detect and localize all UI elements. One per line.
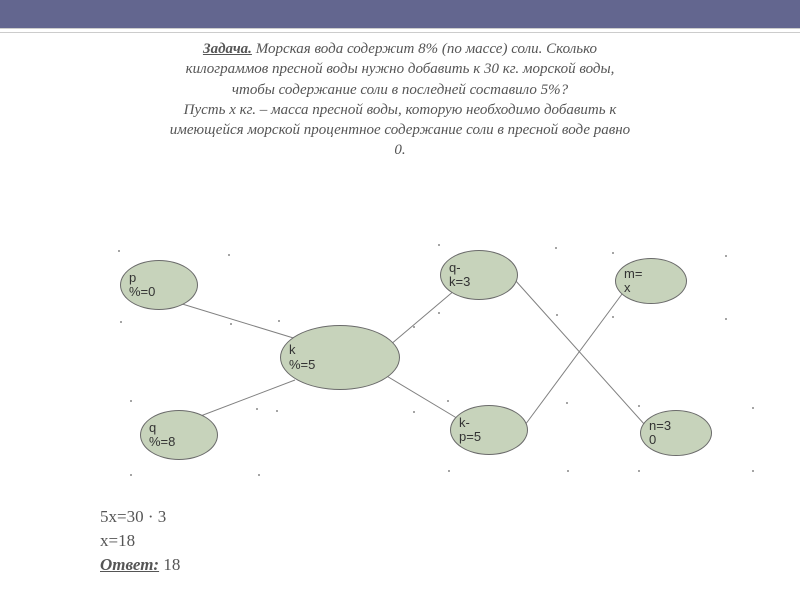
- handle-dot: [725, 255, 727, 257]
- graph-node: q%=8: [140, 410, 218, 460]
- problem-line: имеющейся морской процентное содержание …: [170, 122, 630, 138]
- handle-dot: [448, 470, 450, 472]
- handle-dot: [230, 323, 232, 325]
- graph-node: k%=5: [280, 325, 400, 390]
- problem-title: Задача.: [203, 41, 252, 57]
- handle-dot: [413, 411, 415, 413]
- graph-node: q-k=3: [440, 250, 518, 300]
- problem-line: чтобы содержание соли в последней состав…: [232, 82, 568, 98]
- problem-line: Пусть x кг. – масса пресной воды, котору…: [184, 102, 617, 118]
- problem-line: килограммов пресной воды нужно добавить …: [186, 61, 615, 77]
- handle-dot: [567, 470, 569, 472]
- handle-dot: [413, 326, 415, 328]
- handle-dot: [752, 407, 754, 409]
- handle-dot: [638, 470, 640, 472]
- handle-dot: [120, 321, 122, 323]
- problem-line: Морская вода содержит 8% (по массе) соли…: [252, 41, 597, 57]
- handle-dot: [556, 314, 558, 316]
- handle-dot: [447, 400, 449, 402]
- handle-dot: [256, 408, 258, 410]
- answer-line: Ответ: 18: [100, 553, 180, 577]
- edge: [385, 375, 460, 420]
- diagram-area: p%=0 k%=5 q%=8 q-k=3 k-p=5 m=x n=30: [0, 230, 800, 480]
- handle-dot: [438, 244, 440, 246]
- handle-dot: [566, 402, 568, 404]
- node-label: p%=0: [129, 271, 155, 300]
- handle-dot: [638, 405, 640, 407]
- handle-dot: [555, 247, 557, 249]
- equation: x=18: [100, 529, 180, 553]
- handle-dot: [752, 470, 754, 472]
- graph-node: k-p=5: [450, 405, 528, 455]
- handle-dot: [118, 250, 120, 252]
- node-label: n=30: [649, 419, 671, 448]
- node-label: m=x: [624, 267, 642, 296]
- handle-dot: [228, 254, 230, 256]
- graph-node: n=30: [640, 410, 712, 456]
- answer-label: Ответ:: [100, 555, 159, 574]
- handle-dot: [258, 474, 260, 476]
- handle-dot: [438, 312, 440, 314]
- handle-dot: [278, 320, 280, 322]
- equation: 5x=30 · 3: [100, 505, 180, 529]
- handle-dot: [725, 318, 727, 320]
- header-bar: [0, 0, 800, 28]
- edge: [515, 280, 645, 425]
- node-label: q-k=3: [449, 261, 470, 290]
- graph-node: m=x: [615, 258, 687, 304]
- edge: [179, 303, 300, 340]
- node-label: q%=8: [149, 421, 175, 450]
- handle-dot: [130, 474, 132, 476]
- node-label: k%=5: [289, 343, 315, 372]
- edge: [525, 290, 625, 425]
- node-label: k-p=5: [459, 416, 481, 445]
- solution-block: 5x=30 · 3 x=18 Ответ: 18: [100, 505, 180, 576]
- edge: [390, 290, 455, 345]
- problem-text: Задача. Морская вода содержит 8% (по мас…: [0, 33, 800, 161]
- handle-dot: [612, 252, 614, 254]
- answer-value: 18: [159, 555, 180, 574]
- handle-dot: [276, 410, 278, 412]
- handle-dot: [130, 400, 132, 402]
- graph-node: p%=0: [120, 260, 198, 310]
- handle-dot: [612, 316, 614, 318]
- edge: [190, 380, 295, 420]
- problem-line: 0.: [394, 142, 405, 158]
